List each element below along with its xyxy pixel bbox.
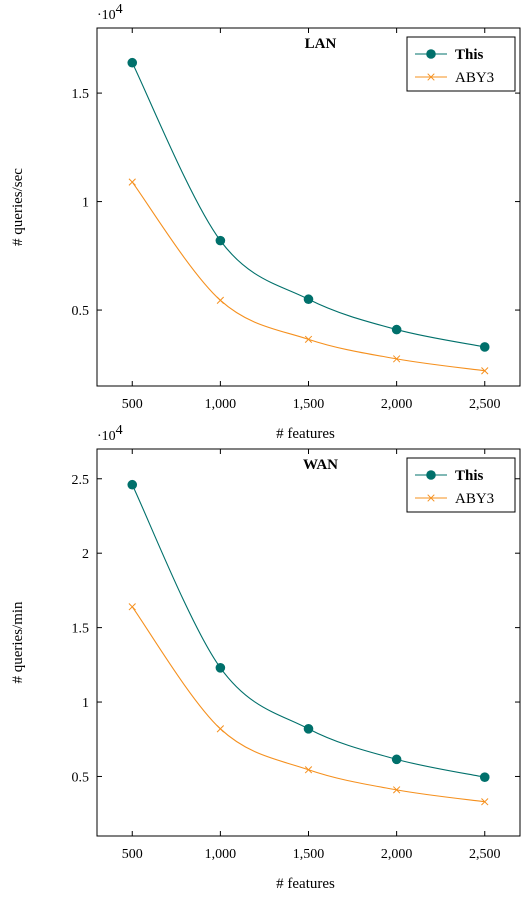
wan-y-axis-title: # queries/min (10, 601, 26, 684)
wan-legend-box (406, 457, 516, 513)
wan-series-this-point (127, 479, 138, 490)
lan-legend-aby3-marker (427, 73, 435, 81)
wan-y-multiplier: ·104 (97, 423, 123, 444)
wan-series-aby3-point (481, 798, 489, 806)
wan-y-multiplier-exponent: 4 (116, 423, 123, 438)
lan-y-tick-label: 0.5 (72, 304, 90, 319)
wan-legend-aby3-label: ABY3 (455, 491, 494, 507)
lan-series-aby3-line (131, 181, 485, 372)
wan-series-this-point (215, 663, 226, 673)
lan-y-tick-label: 1.5 (72, 87, 90, 102)
wan-x-tick-label: 1,000 (205, 847, 237, 862)
lan-series-this-point (127, 57, 138, 68)
lan-series-aby3-point (128, 178, 136, 186)
wan-y-tick-label: 1.5 (72, 622, 90, 637)
lan-x-axis-title: # features (276, 426, 335, 442)
lan-x-tick-label: 2,000 (381, 397, 413, 412)
lan-y-multiplier: ·104 (97, 2, 123, 23)
lan-x-tick-label: 1,000 (205, 397, 237, 412)
wan-legend-this-marker (426, 470, 436, 480)
lan-x-tick-label: 1,500 (293, 397, 325, 412)
wan-y-tick-label: 2 (82, 547, 89, 562)
lan-legend-this-marker (426, 49, 436, 59)
lan-series-aby3-point (216, 296, 225, 304)
lan-series-this-line (131, 62, 485, 348)
lan-legend-box (406, 36, 516, 92)
wan-series-aby3-point (304, 766, 313, 774)
wan-x-axis-title: # features (276, 876, 335, 892)
wan-series-aby3-point (392, 786, 401, 794)
lan-series-this-point (215, 235, 226, 246)
lan-x-tick-label: 2,500 (469, 397, 501, 412)
lan-series-this-point (479, 342, 490, 352)
lan-y-multiplier-exponent: 4 (116, 2, 123, 17)
lan-y-tick-label: 1 (82, 196, 89, 211)
lan-x-tick-label: 500 (122, 397, 143, 412)
lan-y-axis-title: # queries/sec (10, 168, 26, 246)
wan-series-this-point (479, 772, 490, 783)
wan-series-this-point (303, 724, 314, 734)
lan-series-this-point (391, 324, 402, 335)
wan-chart-title: WAN (303, 457, 338, 473)
wan-x-tick-label: 2,000 (381, 847, 413, 862)
lan-series-aby3-point (304, 335, 313, 344)
wan-series-aby3-point (128, 603, 136, 611)
lan-chart-title: LAN (305, 36, 337, 52)
wan-y-tick-label: 2.5 (72, 473, 90, 488)
lan-series-aby3-point (481, 367, 489, 375)
lan-legend-this-label: This (455, 47, 484, 63)
lan-y-multiplier-base: ·10 (97, 8, 116, 23)
lan-series-this-point (303, 294, 314, 305)
wan-x-tick-label: 2,500 (469, 847, 501, 862)
wan-chart-panel: 500 1,000 1,500 2,000 2,500 0.5 1 1.5 2 2.5 ·104 WA… (10, 423, 521, 892)
wan-y-tick-label: 1 (82, 696, 89, 711)
wan-x-tick-label: 1,500 (293, 847, 325, 862)
wan-series-aby3-line (131, 606, 485, 803)
wan-series-this-point (391, 754, 402, 765)
wan-y-multiplier-base: ·10 (97, 429, 116, 444)
wan-series-aby3-point (216, 725, 225, 733)
wan-legend-this-label: This (455, 468, 484, 484)
wan-x-tick-label: 500 (122, 847, 143, 862)
lan-series-aby3-point (392, 355, 401, 363)
lan-legend-aby3-label: ABY3 (455, 70, 494, 86)
wan-legend-aby3-marker (427, 494, 435, 502)
wan-y-tick-label: 0.5 (72, 770, 90, 785)
wan-series-this-line (131, 484, 485, 778)
